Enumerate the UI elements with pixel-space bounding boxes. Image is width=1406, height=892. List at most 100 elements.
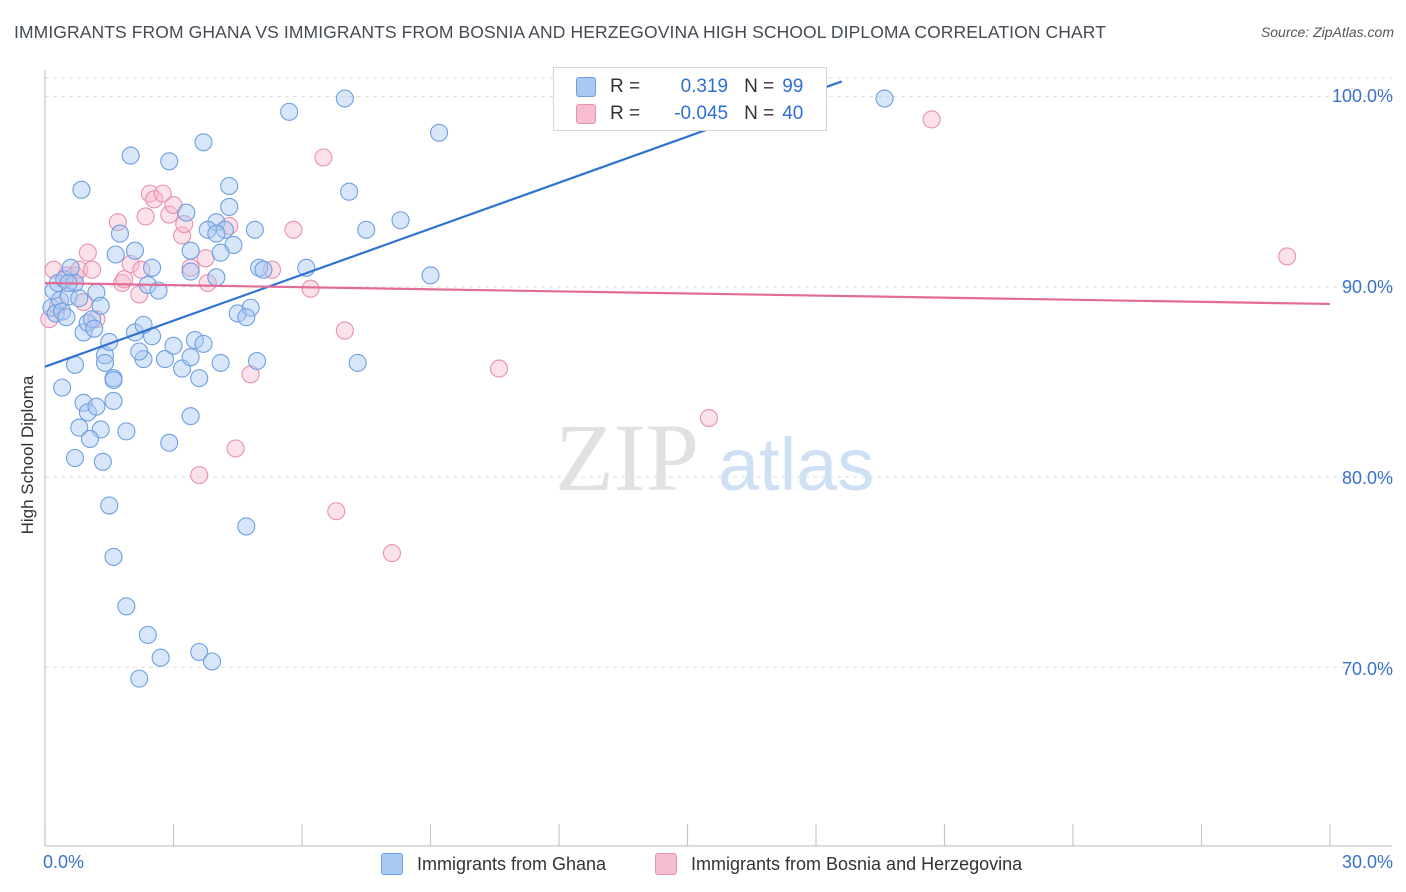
ghana-point — [181, 407, 200, 426]
ghana-point — [160, 433, 179, 452]
ghana-point — [207, 224, 226, 243]
watermark: ZIP atlas — [555, 404, 874, 511]
bosnia-point — [382, 544, 402, 563]
ghana-point — [181, 262, 200, 281]
ghana-point — [151, 648, 170, 667]
bosnia-point — [284, 220, 303, 239]
ghana-point — [237, 517, 256, 536]
ghana-point — [72, 180, 91, 199]
watermark-atlas: atlas — [718, 423, 874, 506]
ghana-point — [211, 243, 230, 262]
ghana-point — [61, 258, 80, 277]
bosnia-point — [489, 359, 509, 378]
ghana-point — [143, 258, 162, 277]
x-tick-label-min: 0.0% — [43, 852, 85, 872]
ghana-point — [237, 308, 256, 327]
ghana-point — [254, 260, 273, 279]
ghana-point — [104, 370, 123, 390]
ghana-point — [104, 547, 123, 566]
ghana-point — [74, 323, 93, 342]
ghana-point — [198, 220, 217, 239]
ghana-point — [241, 298, 260, 317]
y-axis-title: High School Diploma — [18, 375, 37, 535]
ghana-point — [160, 152, 179, 171]
ghana-point — [110, 224, 130, 243]
legend-n-value-ghana: 99 — [782, 76, 804, 97]
ghana-point — [130, 342, 149, 361]
ghana-point — [164, 336, 183, 355]
bottom-legend-bosnia: Immigrants from Bosnia and Herzegovina — [655, 852, 1022, 876]
ghana-point — [57, 308, 76, 327]
ghana-point — [80, 429, 100, 449]
ghana-point — [177, 203, 196, 222]
legend-r-value-ghana: 0.319 — [680, 76, 729, 97]
ghana-point — [50, 291, 70, 310]
bosnia-point — [108, 213, 127, 232]
ghana-point — [194, 334, 213, 353]
legend-r-value-bosnia: -0.045 — [674, 103, 729, 124]
y-tick-label-70: 70.0% — [1341, 659, 1393, 679]
x-tick-label-max: 30.0% — [1341, 852, 1393, 872]
ghana-point — [430, 123, 449, 142]
ghana-point — [93, 452, 112, 471]
ghana-point — [220, 176, 239, 196]
legend-n-value-bosnia: 40 — [782, 103, 804, 124]
bosnia-point — [190, 466, 209, 485]
ghana-point — [357, 220, 376, 239]
legend-r-label: R = — [610, 103, 641, 124]
ghana-point — [190, 642, 209, 662]
ghana-point — [391, 211, 410, 230]
bosnia-point — [699, 409, 718, 428]
axes — [44, 70, 1392, 847]
bosnia-point — [153, 184, 172, 203]
trend-line-bosnia — [44, 281, 1331, 306]
ghana-point — [155, 350, 174, 369]
ghana-point — [875, 89, 894, 108]
legend-swatch-bosnia — [576, 104, 596, 124]
ghana-point — [335, 89, 354, 108]
ghana-point — [46, 304, 65, 323]
bottom-legend-swatch-ghana — [381, 853, 403, 875]
ghana-point — [95, 353, 115, 372]
ghana-point — [247, 351, 267, 371]
ghana-point — [185, 331, 204, 350]
bosnia-point — [314, 148, 333, 167]
bosnia-point — [175, 215, 194, 234]
ghana-point — [87, 397, 106, 416]
ghana-point — [117, 597, 136, 616]
ghana-point — [211, 353, 230, 372]
ghana-point — [348, 353, 367, 372]
bottom-legend-label-bosnia: Immigrants from Bosnia and Herzegovina — [691, 853, 1023, 874]
bosnia-point — [327, 502, 346, 521]
ghana-point — [207, 268, 226, 287]
ghana-point — [100, 496, 119, 515]
ghana-point — [65, 448, 85, 468]
ghana-point — [340, 182, 359, 201]
ghana-point — [70, 418, 89, 437]
watermark-zip: ZIP — [555, 404, 699, 511]
ghana-point — [85, 319, 104, 338]
ghana-point — [104, 391, 123, 410]
ghana-point — [203, 652, 222, 671]
chart-source: Source: ZipAtlas.com — [1260, 24, 1394, 40]
bottom-legend-label-ghana: Immigrants from Ghana — [417, 853, 607, 874]
y-tick-label-100: 100.0% — [1331, 86, 1393, 106]
ghana-point — [117, 422, 136, 441]
bosnia-point — [121, 254, 140, 274]
bosnia-point — [83, 260, 102, 279]
bosnia-point — [226, 439, 245, 458]
legend-row-ghana: R = 0.319 N = 99 — [576, 74, 803, 100]
chart-title: IMMIGRANTS FROM GHANA VS IMMIGRANTS FROM… — [14, 22, 1106, 42]
legend-r-label: R = — [610, 76, 641, 97]
ghana-point — [149, 281, 168, 300]
bosnia-point — [136, 207, 155, 226]
series-ghana-points — [42, 89, 894, 688]
bottom-legend-ghana: Immigrants from Ghana — [381, 852, 606, 876]
y-tick-label-80: 80.0% — [1341, 468, 1393, 488]
ghana-point — [181, 348, 200, 367]
ghana-point — [138, 625, 157, 644]
ghana-point — [95, 346, 115, 365]
ghana-point — [53, 378, 72, 397]
bosnia-point — [173, 226, 192, 245]
